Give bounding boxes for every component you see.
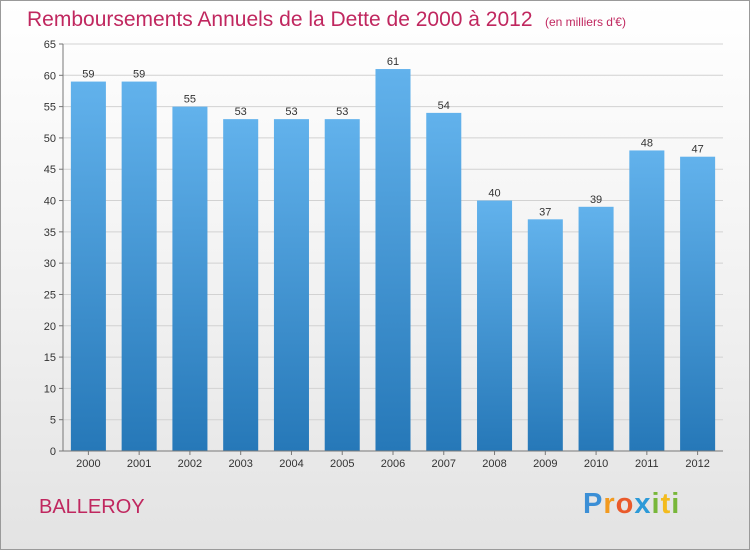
bar-value-label: 61 <box>387 56 399 68</box>
y-tick-label: 60 <box>44 70 56 82</box>
x-tick-label: 2008 <box>482 458 506 470</box>
logo-letter: P <box>583 488 604 520</box>
logo-letter: x <box>634 488 652 520</box>
x-tick-label: 2007 <box>432 458 456 470</box>
bar <box>527 219 563 451</box>
y-tick-label: 40 <box>44 196 56 208</box>
y-tick-label: 0 <box>50 446 56 458</box>
bar-value-label: 39 <box>590 194 602 206</box>
x-tick-label: 2011 <box>635 458 659 470</box>
x-tick-label: 2003 <box>228 458 252 470</box>
bar <box>70 81 106 452</box>
y-tick-label: 15 <box>44 352 56 364</box>
bar <box>629 150 665 451</box>
logo-letter: t <box>660 488 672 520</box>
bar-value-label: 37 <box>539 206 551 218</box>
x-tick-label: 2009 <box>533 458 557 470</box>
x-tick-label: 2006 <box>381 458 405 470</box>
bar <box>375 69 411 452</box>
y-tick-label: 55 <box>44 102 56 114</box>
y-tick-label: 50 <box>44 133 56 145</box>
logo-letter: o <box>615 488 635 520</box>
bar-value-label: 53 <box>235 106 247 118</box>
x-tick-label: 2002 <box>178 458 202 470</box>
bar-value-label: 47 <box>691 144 703 156</box>
bar-value-label: 48 <box>641 137 653 149</box>
bar <box>680 156 716 451</box>
y-tick-label: 35 <box>44 227 56 239</box>
bars-layer: 59 59 55 53 53 53 61 54 40 37 39 48 47 <box>70 56 716 452</box>
chart-title-main: Remboursements Annuels de la Dette de 20… <box>27 8 533 31</box>
y-tick-label: 10 <box>44 383 56 395</box>
bar <box>172 106 208 451</box>
x-tick-label: 2001 <box>127 458 151 470</box>
bar-value-label: 54 <box>438 100 450 112</box>
x-tick-label: 2004 <box>279 458 303 470</box>
y-tick-label: 65 <box>44 39 56 51</box>
proxiti-logo[interactable]: Proxiti <box>583 488 680 521</box>
bar-value-label: 53 <box>285 106 297 118</box>
y-tick-label: 20 <box>44 321 56 333</box>
bar <box>477 200 513 451</box>
bar <box>578 206 614 451</box>
y-tick-label: 25 <box>44 289 56 301</box>
bar <box>121 81 157 452</box>
bar-value-label: 53 <box>336 106 348 118</box>
y-tick-label: 30 <box>44 258 56 270</box>
y-tick-label: 45 <box>44 164 56 176</box>
bar-value-label: 40 <box>488 188 500 200</box>
chart-title: Remboursements Annuels de la Dette de 20… <box>27 8 626 32</box>
x-tick-label: 2005 <box>330 458 354 470</box>
town-name: BALLEROY <box>39 496 145 518</box>
x-tick-label: 2000 <box>76 458 100 470</box>
axis-layer: 0 5 10 15 20 25 30 35 40 45 50 55 60 65 2000 2001 2002 20… <box>44 39 723 470</box>
bar <box>426 112 462 451</box>
logo-letter: r <box>603 488 616 520</box>
x-tick-label: 2012 <box>685 458 709 470</box>
bar <box>223 119 259 451</box>
chart-title-unit: (en milliers d'€) <box>544 15 626 29</box>
y-tick-label: 5 <box>50 415 56 427</box>
logo-letter: i <box>651 488 661 520</box>
bar-value-label: 59 <box>133 69 145 81</box>
bar <box>273 119 309 451</box>
x-tick-label: 2010 <box>584 458 608 470</box>
bar <box>324 119 360 451</box>
bar-value-label: 55 <box>184 94 196 106</box>
logo-letter: i <box>671 488 681 520</box>
bar-value-label: 59 <box>82 69 94 81</box>
